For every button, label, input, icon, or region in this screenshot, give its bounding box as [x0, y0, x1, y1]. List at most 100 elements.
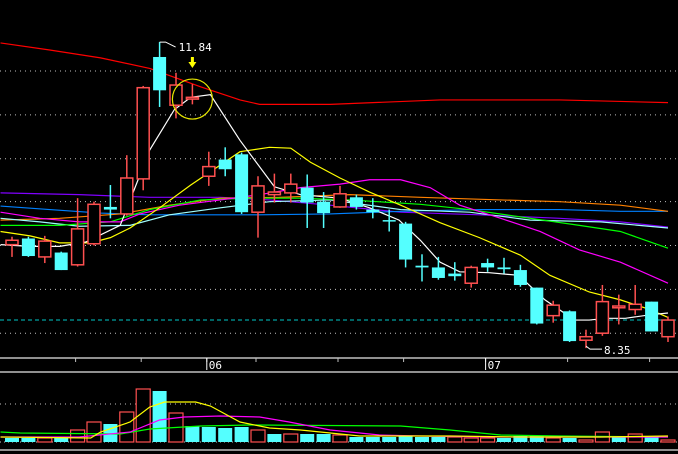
volume-bar-up — [578, 439, 594, 443]
volume-bar-up — [37, 437, 53, 443]
candle-body-down — [103, 206, 117, 210]
high-price-label: 11.84 — [179, 41, 212, 54]
annotations: 11.84 8.35 06 07 — [159, 41, 631, 372]
candle-body-up — [464, 266, 478, 284]
candle-body-down — [21, 238, 35, 257]
volume-bar-up — [86, 421, 102, 443]
volume-bar-up — [480, 437, 496, 443]
candle-body-down — [235, 154, 249, 213]
moving-average-line — [0, 197, 669, 249]
candle-body-up — [333, 193, 347, 208]
candle-body-up — [612, 305, 626, 309]
volume-bar-down — [103, 424, 118, 442]
moving-average-line — [0, 146, 669, 318]
candle-body-up — [202, 165, 216, 177]
low-leader-line — [585, 345, 602, 350]
candle-body-down — [530, 287, 544, 324]
volume-bar-down — [185, 426, 200, 442]
x-tick-label-07: 07 — [488, 359, 501, 372]
candle-body-down — [382, 220, 396, 222]
candle-body-down — [399, 223, 413, 260]
volume-bar-up — [332, 434, 348, 443]
candle-body-up — [595, 300, 610, 334]
volume-bar-down — [431, 437, 446, 442]
volume-moving-average-line — [0, 401, 669, 439]
x-axis — [0, 357, 678, 373]
volume-bar-up — [463, 437, 479, 443]
volume-moving-average-line — [0, 424, 669, 438]
volume-bar-down — [201, 427, 216, 442]
volume-bar-down — [497, 438, 511, 442]
volume-bar-up — [627, 433, 643, 443]
volume-bar-down — [152, 391, 167, 442]
candle-body-up — [661, 319, 675, 338]
moving-average-lines — [0, 42, 669, 321]
moving-average-line — [0, 199, 669, 229]
candle-body-down — [153, 56, 167, 91]
volume-bar-down — [234, 427, 249, 442]
volume-bar-up — [283, 433, 299, 443]
candle-body-up — [251, 185, 265, 213]
candle-body-up — [136, 86, 150, 180]
candle-body-down — [300, 187, 314, 203]
volume-bar-up — [119, 411, 135, 443]
volume-bar-down — [398, 436, 413, 442]
marker-circle — [171, 78, 213, 120]
candle-body-down — [481, 263, 495, 268]
moving-average-line — [0, 179, 669, 284]
candlesticks — [5, 42, 675, 349]
volume-bar-down — [562, 438, 577, 442]
volume-bar-down — [316, 434, 331, 442]
candle-body-up — [38, 240, 52, 258]
candle-body-down — [415, 265, 429, 268]
candle-body-down — [54, 252, 68, 271]
volume-bar-down — [415, 437, 429, 442]
volume-bar-up — [250, 429, 266, 443]
candle-body-down — [513, 270, 527, 285]
volume-bar-down — [349, 437, 364, 442]
candle-body-up — [579, 335, 593, 341]
down-arrow-icon — [188, 62, 197, 68]
candle-body-down — [349, 197, 363, 207]
candle-body-up — [185, 96, 200, 100]
candle-body-down — [366, 209, 380, 213]
volume-bar-down — [529, 436, 544, 442]
candle-body-up — [267, 191, 282, 196]
candle-body-down — [448, 273, 462, 277]
candle-body-up — [546, 304, 560, 317]
candle-body-down — [218, 159, 232, 170]
volume-bar-down — [513, 436, 528, 442]
candle-body-up — [120, 177, 134, 215]
volume-bar-up — [69, 429, 86, 443]
volume-bar-up — [447, 436, 463, 443]
candle-body-up — [87, 203, 101, 245]
volume-bar-down — [644, 437, 659, 442]
low-price-label: 8.35 — [604, 344, 631, 357]
candle-body-down — [431, 267, 445, 278]
volume-bar-up — [135, 388, 151, 443]
high-leader-line — [159, 41, 176, 48]
candle-body-up — [628, 303, 642, 311]
volume-bar-down — [365, 437, 380, 442]
volume-bar-down — [218, 428, 233, 442]
volume-bar-down — [54, 438, 69, 442]
volume-bar-up — [545, 437, 561, 443]
volume-bar-up — [660, 439, 676, 443]
candle-body-down — [497, 267, 511, 270]
candle-body-up — [70, 228, 85, 266]
volume-bar-down — [611, 436, 626, 442]
down-arrow-icon-shaft — [190, 57, 194, 63]
volume-panel — [0, 388, 678, 451]
volume-bar-down — [5, 438, 19, 442]
volume-bar-down — [382, 437, 397, 442]
volume-bar-down — [300, 434, 315, 442]
candle-body-up — [5, 239, 19, 246]
moving-average-line — [0, 42, 669, 105]
candle-body-down — [563, 311, 577, 342]
volume-bar-down — [21, 438, 36, 442]
candle-body-down — [645, 301, 659, 332]
x-tick-label-06: 06 — [209, 359, 222, 372]
candle-body-up — [284, 183, 298, 194]
volume-bar-down — [267, 434, 282, 442]
